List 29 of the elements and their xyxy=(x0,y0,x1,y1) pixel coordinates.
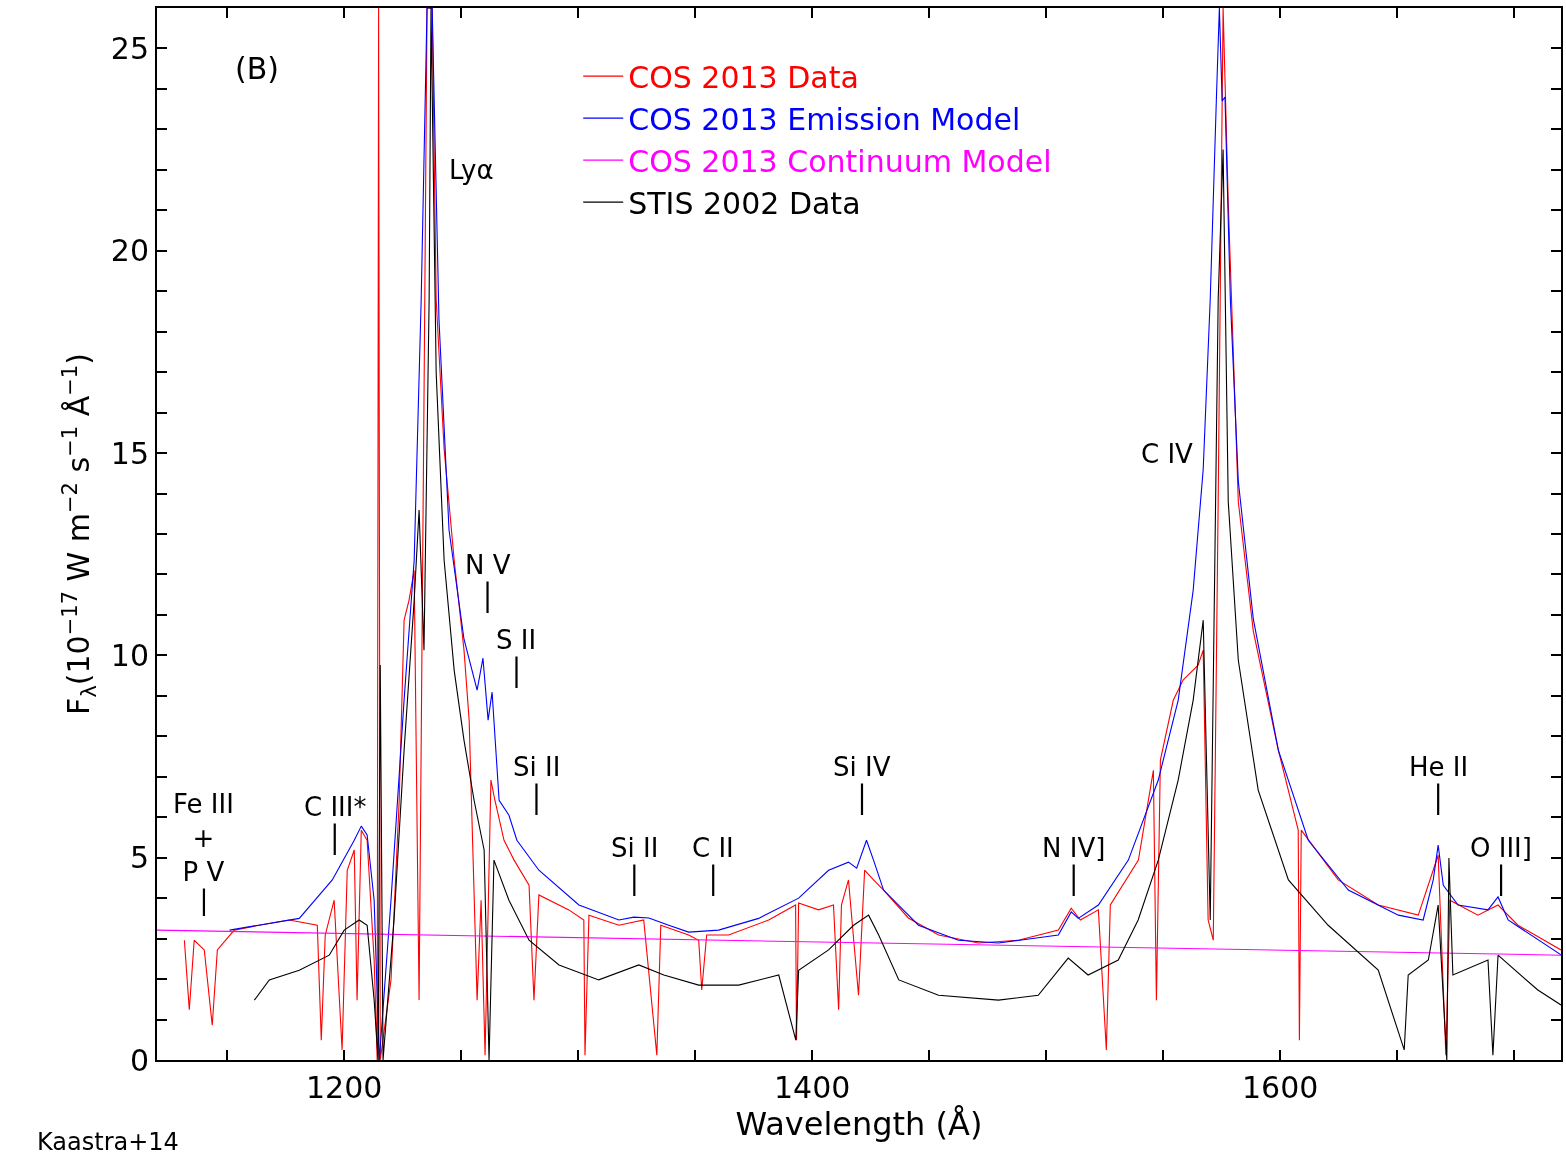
x-tick-label: 1600 xyxy=(1242,1070,1319,1105)
annotation: Si IV xyxy=(833,752,891,782)
legend-label: COS 2013 Emission Model xyxy=(628,101,1021,137)
y-tick-label: 15 xyxy=(110,435,149,471)
annotation: C IV xyxy=(1141,439,1194,469)
legend-label: COS 2013 Data xyxy=(628,59,859,95)
annotation: Fe III + P V xyxy=(173,789,234,887)
x-tick-label: 1400 xyxy=(774,1070,851,1105)
annotation: S II xyxy=(496,625,537,655)
annotation: O III] xyxy=(1470,833,1532,863)
y-tick-label: 20 xyxy=(110,233,149,269)
legend-label: COS 2013 Continuum Model xyxy=(628,143,1052,179)
y-tick-label: 0 xyxy=(129,1042,149,1078)
annotation: Lyα xyxy=(449,155,494,185)
annotation: He II xyxy=(1409,752,1469,782)
y-tick-label: 25 xyxy=(110,30,149,66)
annotation: (B) xyxy=(235,51,279,86)
annotation: Si II xyxy=(611,833,659,863)
y-tick-label: 5 xyxy=(129,840,149,876)
annotation: N V xyxy=(465,550,511,580)
legend-label: STIS 2002 Data xyxy=(628,185,861,221)
x-axis-title: Wavelength (Å) xyxy=(735,1105,983,1143)
annotation: N IV] xyxy=(1042,833,1106,863)
annotation: C II xyxy=(692,833,734,863)
text: Kaastra+14 xyxy=(37,1128,179,1156)
annotation: Si II xyxy=(513,752,561,782)
y-tick-label: 10 xyxy=(110,637,149,673)
x-tick-label: 1200 xyxy=(306,1070,383,1105)
annotation: C III* xyxy=(304,792,367,822)
